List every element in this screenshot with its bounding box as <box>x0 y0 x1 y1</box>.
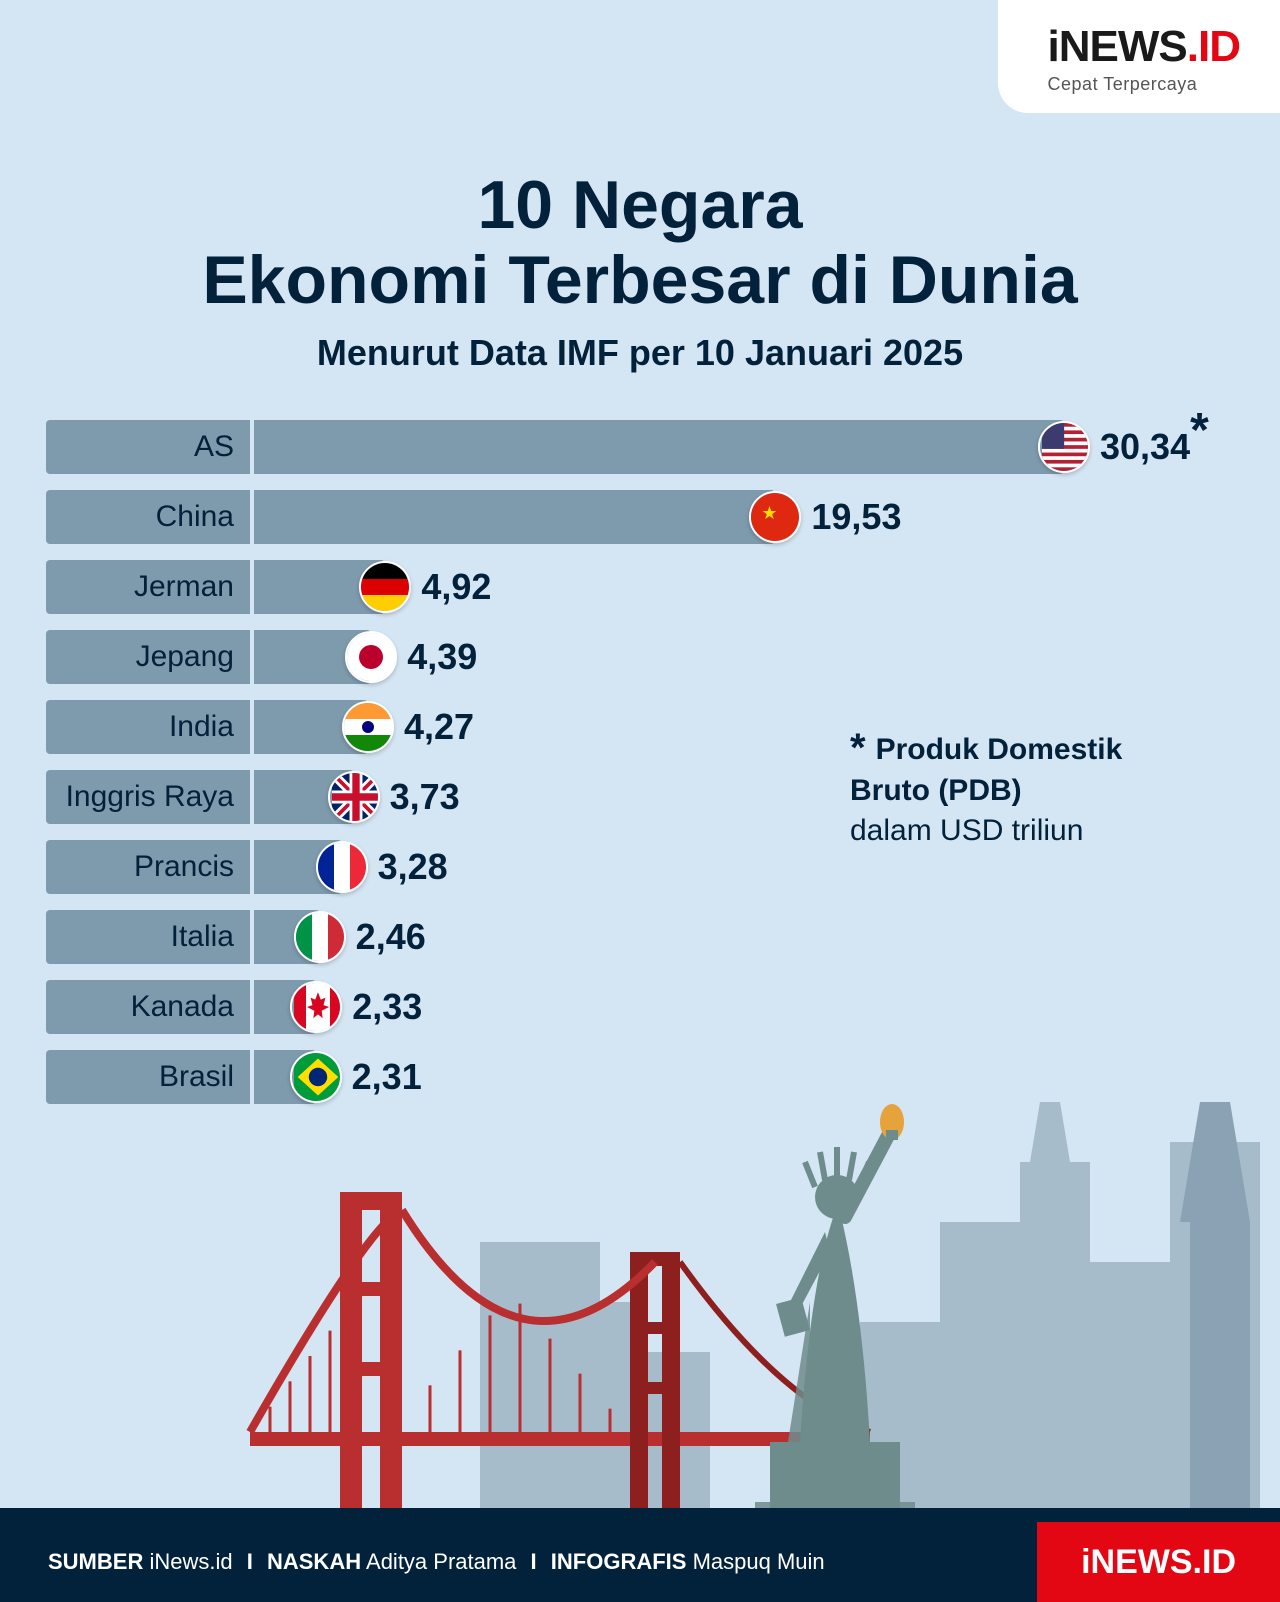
footer-naskah-label: NASKAH <box>267 1549 361 1574</box>
baseline-bar <box>0 1508 1280 1522</box>
flag-icon: ★ <box>749 491 801 543</box>
value-label: 4,39 <box>407 636 477 678</box>
chart-row: Kanada 2,33 <box>46 980 1234 1034</box>
bar-label: Prancis <box>46 840 250 894</box>
legend-asterisk: * <box>850 730 866 766</box>
flag-icon <box>294 911 346 963</box>
legend-note: * Produk Domestik Bruto (PDB) dalam USD … <box>850 730 1190 852</box>
chart-row: Brasil 2,31 <box>46 1050 1234 1104</box>
value-label: 3,28 <box>378 846 448 888</box>
chart-row: China ★19,53 <box>46 490 1234 544</box>
chart-row: Jepang 4,39 <box>46 630 1234 684</box>
bar-label: Jepang <box>46 630 250 684</box>
bar-label: China <box>46 490 250 544</box>
value-label: 4,27 <box>404 706 474 748</box>
footer-logo-prefix: i <box>1081 1543 1090 1582</box>
bar-label: Italia <box>46 910 250 964</box>
flag-icon <box>359 561 411 613</box>
logo-text: NEWS <box>1059 22 1187 71</box>
brand-logo: iNEWS.ID <box>1048 22 1240 72</box>
value-label: 4,92 <box>421 566 491 608</box>
flag-icon <box>328 771 380 823</box>
value-label: 3,73 <box>390 776 460 818</box>
flag-icon <box>316 841 368 893</box>
flag-icon <box>342 701 394 753</box>
bar-label: AS <box>46 420 250 474</box>
footer-infografis: Maspuq Muin <box>693 1549 825 1574</box>
flag-icon <box>345 631 397 683</box>
logo-suffix: .ID <box>1187 22 1240 71</box>
flag-icon <box>290 1051 342 1103</box>
title-line-1: 10 Negara <box>0 168 1280 243</box>
bar-label: Kanada <box>46 980 250 1034</box>
footer-logo: iNEWS.ID <box>1037 1522 1280 1602</box>
title-line-2: Ekonomi Terbesar di Dunia <box>0 243 1280 318</box>
chart-row: Jerman 4,92 <box>46 560 1234 614</box>
footer-sumber: iNews.id <box>149 1549 232 1574</box>
value-label: 2,31 <box>352 1056 422 1098</box>
chart-row: AS 30,34* <box>46 420 1234 474</box>
bar-value <box>254 490 775 544</box>
legend-bold-1: Produk Domestik <box>876 733 1123 766</box>
brand-tagline: Cepat Terpercaya <box>1048 74 1240 95</box>
footer-sumber-label: SUMBER <box>48 1549 143 1574</box>
value-label: 19,53 <box>811 496 901 538</box>
logo-prefix: i <box>1048 22 1059 71</box>
bar-label: Jerman <box>46 560 250 614</box>
value-label: 2,33 <box>352 986 422 1028</box>
bar-label: Inggris Raya <box>46 770 250 824</box>
footer-logo-text: NEWS.ID <box>1091 1543 1236 1582</box>
title-block: 10 Negara Ekonomi Terbesar di Dunia Menu… <box>0 168 1280 374</box>
bar-label: Brasil <box>46 1050 250 1104</box>
bar-label: India <box>46 700 250 754</box>
footer-bar: SUMBER iNews.id I NASKAH Aditya Pratama … <box>0 1522 1280 1602</box>
subtitle: Menurut Data IMF per 10 Januari 2025 <box>0 332 1280 374</box>
flag-icon <box>290 981 342 1033</box>
flag-icon <box>1038 421 1090 473</box>
footer-naskah: Aditya Pratama <box>366 1549 516 1574</box>
legend-bold-2: Bruto (PDB) <box>850 774 1022 807</box>
value-label: 30,34* <box>1100 426 1209 468</box>
legend-rest: dalam USD triliun <box>850 814 1083 847</box>
value-label: 2,46 <box>356 916 426 958</box>
brand-logo-box: iNEWS.ID Cepat Terpercaya <box>998 0 1280 113</box>
footer-infografis-label: INFOGRAFIS <box>551 1549 687 1574</box>
bar-value <box>254 420 1064 474</box>
chart-row: Italia 2,46 <box>46 910 1234 964</box>
